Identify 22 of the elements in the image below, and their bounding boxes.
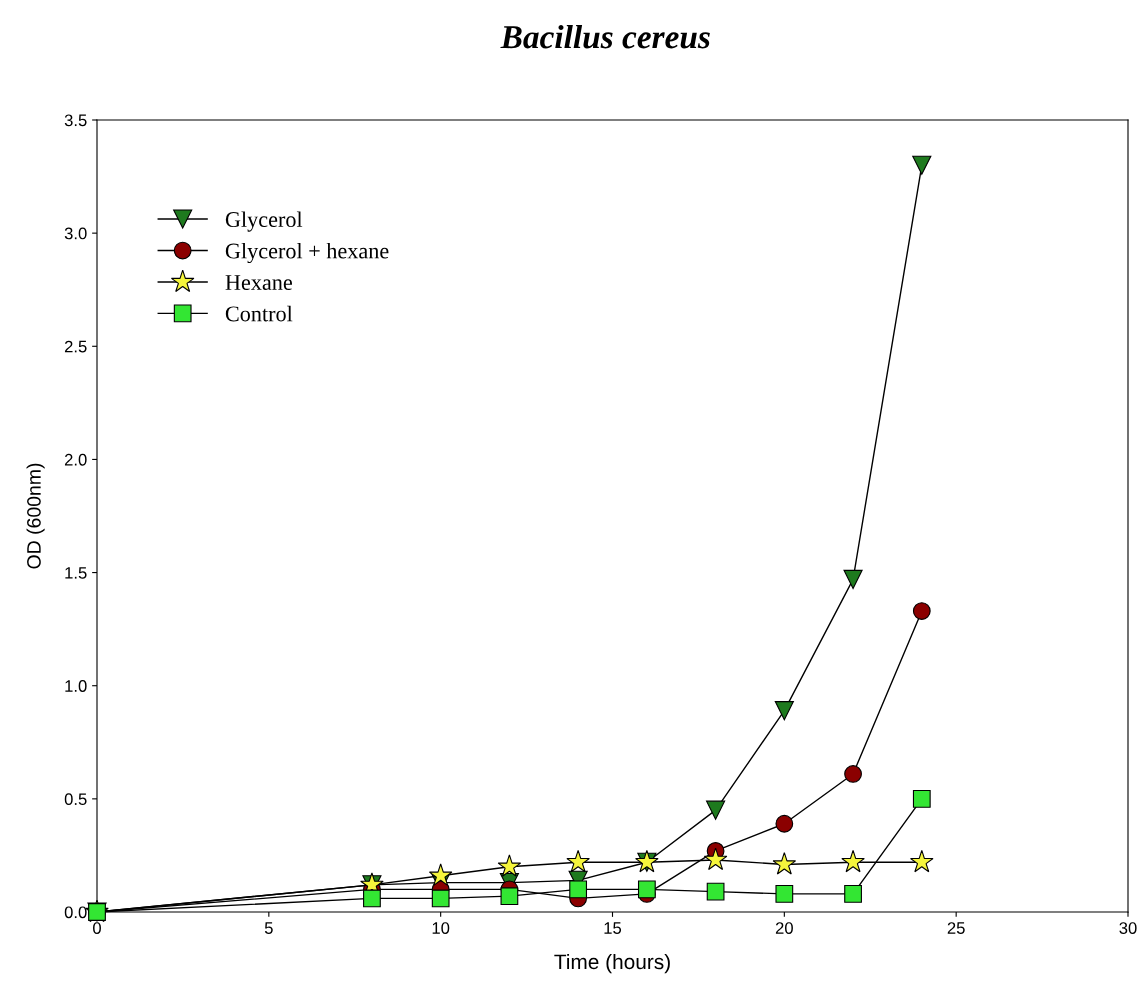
x-tick-label: 0 bbox=[93, 922, 101, 934]
y-tick-label: 1.5 bbox=[65, 567, 87, 579]
y-tick-label: 2.5 bbox=[64, 340, 87, 353]
legend-label: Glycerol + hexane bbox=[225, 242, 389, 264]
chart-title: Bacillus cereus bbox=[500, 24, 710, 49]
x-tick-label: 20 bbox=[775, 922, 793, 934]
x-axis-title: Time (hours) bbox=[554, 953, 670, 974]
x-tick-label: 10 bbox=[432, 922, 450, 934]
y-tick-label: 3.5 bbox=[64, 114, 87, 127]
x-tick-label: 30 bbox=[1119, 922, 1137, 934]
y-tick-label: 2.0 bbox=[64, 453, 87, 466]
y-tick-label: 3.0 bbox=[64, 227, 87, 240]
x-tick-label: 15 bbox=[604, 922, 622, 934]
legend-label: Control bbox=[225, 305, 293, 322]
x-tick-label: 5 bbox=[264, 922, 273, 934]
y-tick-label: 0.5 bbox=[64, 793, 87, 806]
legend-label: Hexane bbox=[225, 275, 292, 290]
y-tick-label: 1.0 bbox=[65, 680, 87, 692]
legend-label: Glycerol bbox=[225, 211, 303, 232]
x-tick-label: 25 bbox=[947, 922, 965, 934]
y-tick-label: 0.0 bbox=[64, 906, 87, 919]
y-axis-title: OD (600nm) bbox=[26, 463, 45, 569]
